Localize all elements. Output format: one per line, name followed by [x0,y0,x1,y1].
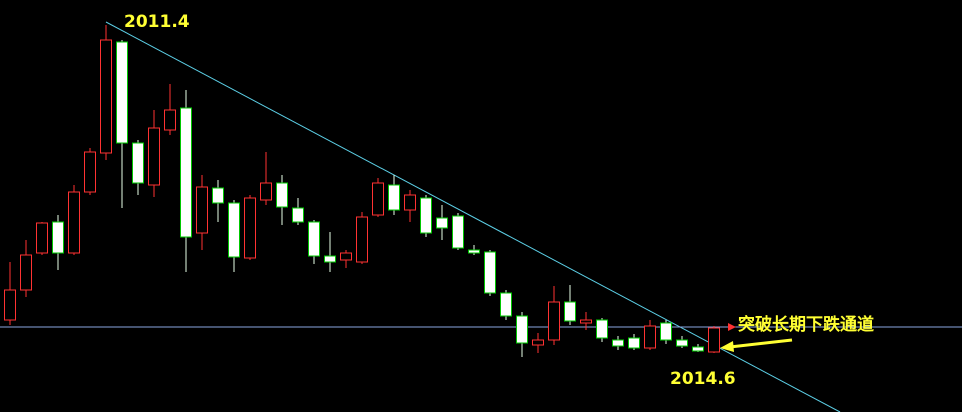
marker [728,323,736,331]
candle-body [692,346,704,352]
candle-body [484,251,496,294]
candle-body [580,319,592,324]
candle-body [308,221,320,257]
candle-body [468,249,480,254]
candle-body [100,39,112,154]
candle-body [644,325,656,349]
candle-body [228,202,240,258]
candle-body [388,184,400,211]
candle-body [196,186,208,234]
candle-body [260,182,272,201]
candle-body [660,322,672,341]
candle-body [340,252,352,261]
candle-body [244,197,256,259]
candle-body [36,222,48,254]
candle-body [20,254,32,291]
arrow [729,338,793,349]
candle-body [532,339,544,346]
candle-body [564,301,576,322]
candle-body [676,339,688,347]
arrow-head [720,341,734,352]
candle-body [132,142,144,184]
candle-body [52,221,64,254]
annotation: 突破长期下跌通道 [738,314,874,335]
candle-body [628,337,640,349]
candle-body [292,207,304,223]
candle-body [372,182,384,216]
candle-body [148,127,160,186]
candle-body [324,255,336,263]
candle-body [4,289,16,321]
candle-body [500,292,512,317]
candle-body [420,197,432,234]
candle-body [356,216,368,263]
candle-body [116,41,128,144]
candle-body [516,315,528,344]
candle-body [596,319,608,339]
candle-body [212,187,224,204]
candle-body [436,217,448,229]
candle-body [276,182,288,208]
candle-body [548,301,560,341]
candle-body [612,339,624,347]
annotation: 2014.6 [670,369,736,389]
candle-body [452,215,464,249]
candle-body [180,107,192,238]
candle-body [708,327,720,353]
candle-body [164,109,176,131]
annotation: 2011.4 [124,12,190,32]
candle-body [84,151,96,193]
candle-body [404,194,416,211]
candle-body [68,191,80,254]
